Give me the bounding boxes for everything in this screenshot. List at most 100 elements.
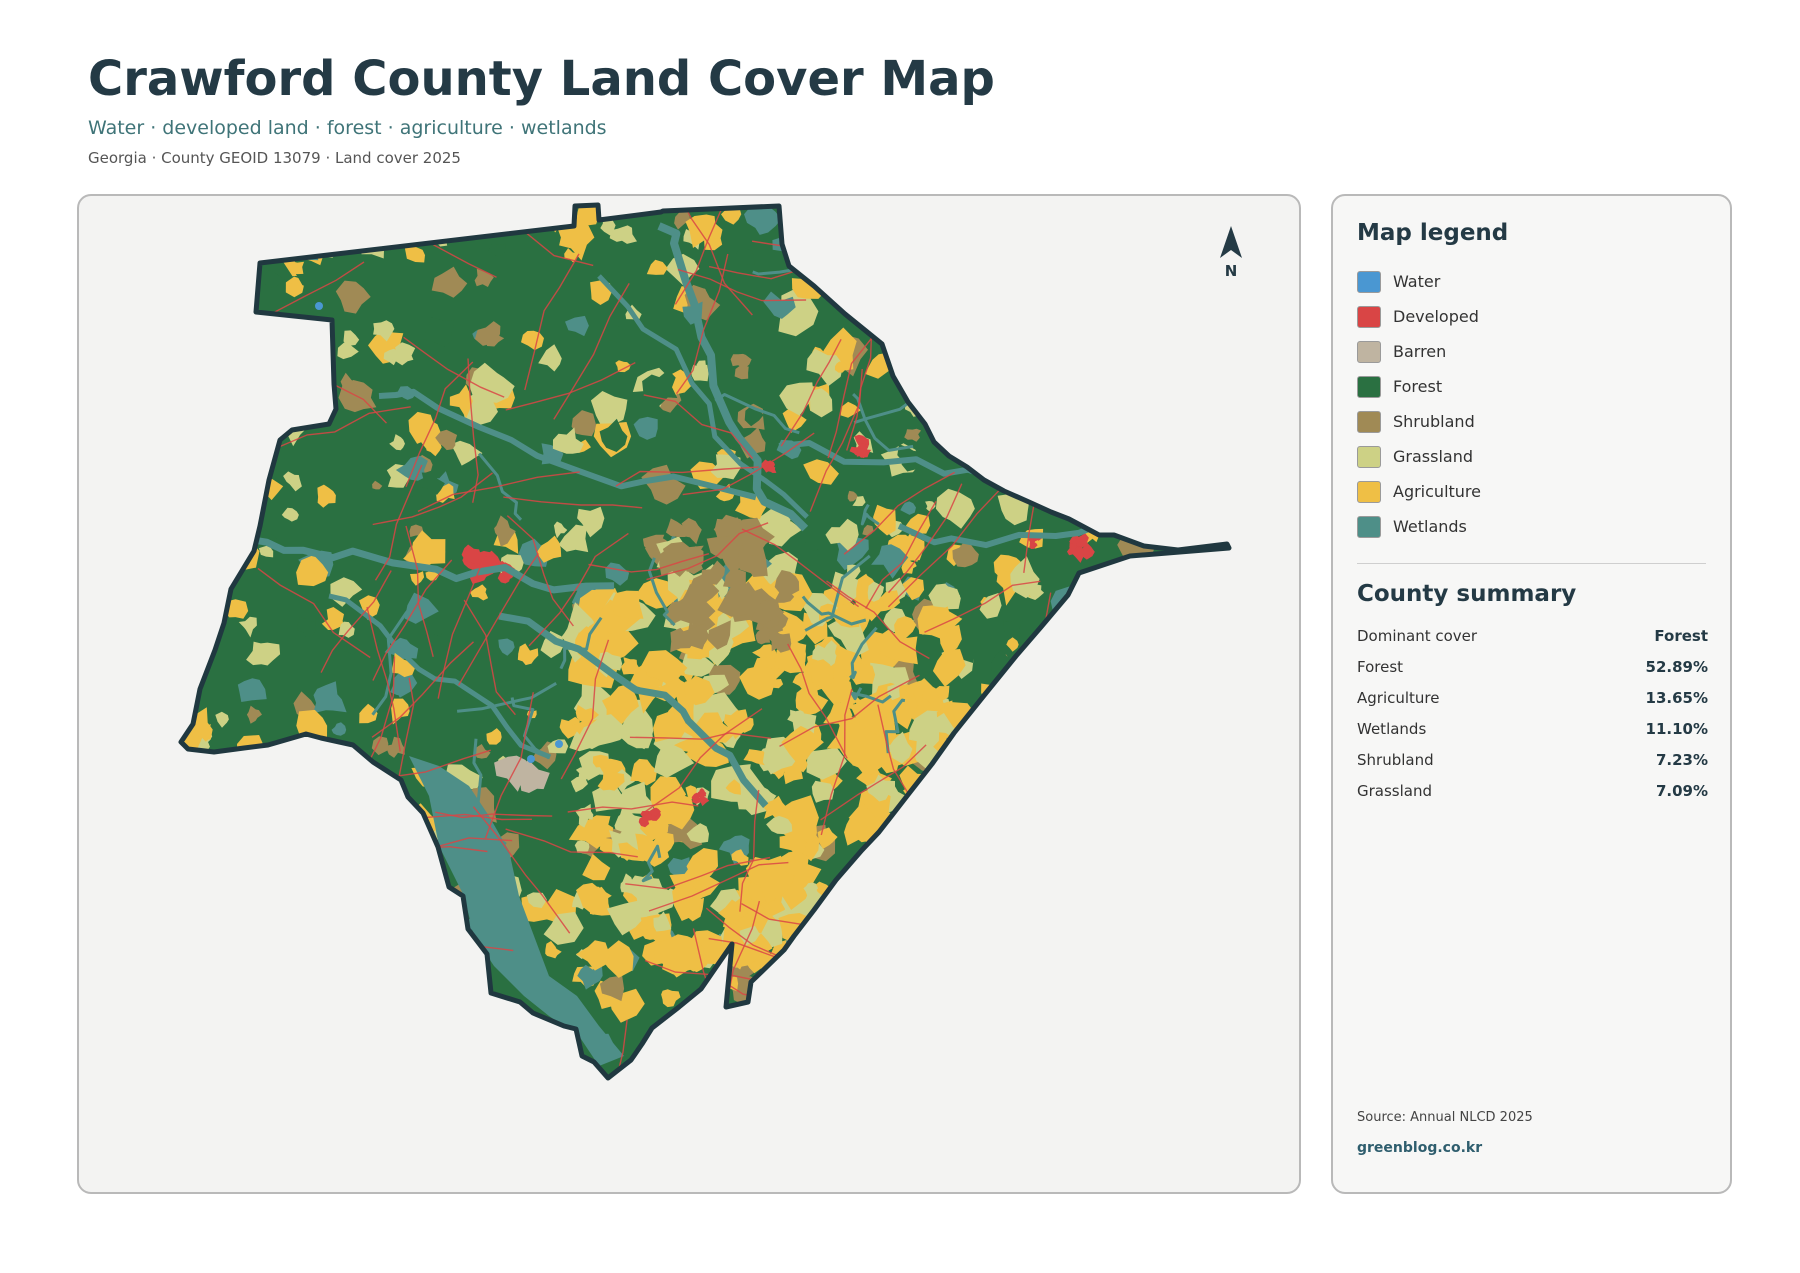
agriculture-patch — [654, 741, 695, 778]
shrubland-patch — [321, 791, 346, 810]
shrubland-patch — [1131, 393, 1150, 416]
wetland-patch — [276, 334, 305, 361]
agriculture-patch — [1057, 260, 1069, 274]
developed-patch — [642, 813, 653, 822]
grassland-patch — [355, 773, 388, 809]
agriculture-patch — [1006, 637, 1019, 652]
shrubland-patch — [191, 527, 225, 555]
grassland-patch — [914, 813, 950, 845]
agriculture-patch — [1138, 359, 1173, 393]
agriculture-patch — [536, 535, 562, 563]
grassland-patch — [1014, 310, 1048, 340]
shrubland-patch — [435, 429, 458, 451]
grassland-patch — [935, 488, 975, 529]
agriculture-patch — [809, 955, 837, 979]
grassland-patch — [810, 388, 833, 418]
forest-patch — [262, 269, 285, 288]
shrubland-patch — [599, 975, 625, 1002]
wetland-stream — [950, 895, 1025, 938]
forest-patch — [1113, 829, 1132, 847]
wetland-patch — [926, 254, 953, 277]
agriculture-patch — [403, 530, 446, 570]
grassland-patch — [543, 911, 584, 945]
grassland-patch — [737, 1047, 763, 1068]
agriculture-patch — [832, 602, 861, 628]
grassland-patch — [825, 518, 859, 552]
grassland-patch — [238, 616, 257, 638]
shrubland-patch — [755, 627, 771, 645]
shrubland-patch — [801, 950, 827, 969]
agriculture-patch — [938, 757, 961, 774]
forest-patch — [1062, 271, 1077, 286]
grassland-patch — [979, 593, 1002, 619]
agriculture-patch — [285, 276, 304, 298]
wetland-patch — [994, 900, 1035, 940]
wetland-patch — [181, 336, 192, 365]
wetland-stream — [472, 738, 507, 846]
grassland-patch — [473, 217, 486, 228]
agriculture-patch — [189, 320, 216, 357]
road — [335, 973, 409, 1078]
road — [1044, 808, 1142, 873]
agriculture-patch — [990, 347, 1031, 387]
road — [1028, 351, 1113, 471]
agriculture-patch — [811, 780, 835, 803]
wetland-stream — [860, 503, 880, 526]
grassland-patch — [417, 1050, 450, 1078]
agriculture-patch — [576, 882, 602, 915]
map-panel[interactable] — [77, 194, 1301, 1194]
agriculture-patch — [778, 913, 811, 943]
wetland-patch — [1148, 205, 1180, 224]
grassland-patch — [553, 521, 568, 539]
road — [646, 522, 769, 581]
agriculture-patch — [925, 819, 966, 859]
shrubland-swatch — [1357, 410, 1381, 433]
grassland-patch — [1119, 211, 1164, 245]
shrubland-patch — [246, 705, 262, 724]
road — [887, 483, 1006, 608]
road — [615, 466, 759, 487]
wetland-stream — [982, 903, 1030, 952]
summary-title: County summary — [1357, 581, 1577, 607]
grassland-patch — [852, 496, 866, 507]
agriculture-patch — [889, 223, 914, 243]
wetland-patch — [517, 538, 549, 567]
road — [203, 879, 354, 890]
wetland-stream — [801, 595, 867, 626]
agriculture-patch — [672, 880, 702, 921]
shrubland-patch — [864, 1026, 892, 1062]
forest-patch — [955, 432, 967, 444]
agriculture-patch — [1114, 826, 1142, 850]
agriculture-patch — [1103, 212, 1141, 245]
county-map[interactable] — [79, 196, 1301, 1194]
agriculture-patch — [934, 773, 973, 808]
shrubland-patch — [1106, 270, 1125, 288]
forest-patch — [955, 340, 971, 355]
agriculture-patch — [1129, 924, 1161, 957]
road — [925, 803, 978, 958]
data-source: Source: Annual NLCD 2025 — [1357, 1110, 1533, 1125]
grassland-patch — [558, 524, 589, 553]
forest-patch — [856, 883, 874, 900]
shrubland-patch — [1127, 913, 1148, 934]
wetland-patch — [565, 315, 589, 337]
shrubland-patch — [678, 583, 716, 624]
agriculture-patch — [181, 488, 212, 513]
grassland-patch — [181, 279, 203, 312]
road — [192, 223, 214, 344]
agriculture-patch — [1089, 838, 1114, 861]
forest-patch — [424, 617, 445, 637]
agriculture-patch — [471, 1028, 497, 1052]
grassland-patch — [1104, 985, 1127, 1007]
shrubland-patch — [181, 479, 187, 493]
agriculture-patch — [592, 754, 610, 769]
road — [374, 464, 423, 581]
agriculture-patch — [404, 246, 425, 263]
grassland-patch — [1069, 1059, 1094, 1078]
agriculture-patch — [185, 903, 225, 933]
developed-patch — [760, 459, 768, 471]
wetland-stream — [498, 612, 769, 808]
road — [972, 304, 1097, 337]
grassland-patch — [1108, 952, 1119, 965]
road — [648, 861, 789, 912]
